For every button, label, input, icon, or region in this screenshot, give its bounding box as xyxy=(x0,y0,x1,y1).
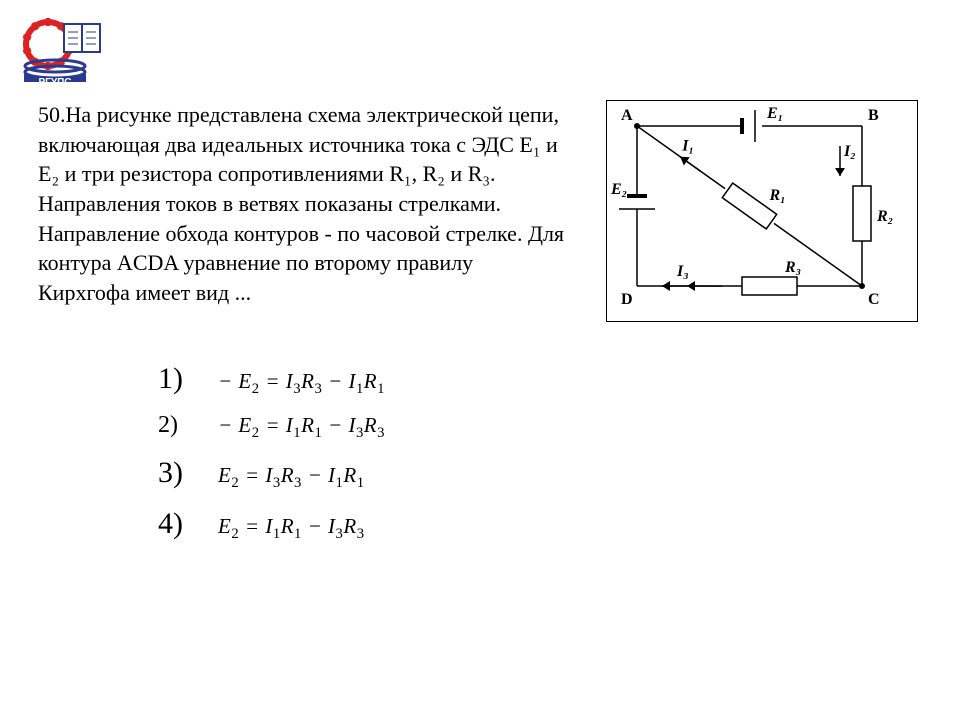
svg-text:I₁: I₁ xyxy=(681,138,694,155)
option-row: 3)E2 = I3R3 − I1R1 xyxy=(158,456,922,492)
svg-text:E₂: E₂ xyxy=(610,181,627,198)
option-number: 2) xyxy=(158,412,218,439)
option-number: 4) xyxy=(158,507,218,541)
svg-text:I₃: I₃ xyxy=(676,263,689,280)
svg-text:R₂: R₂ xyxy=(876,208,893,225)
option-equation: E2 = I3R3 − I1R1 xyxy=(218,463,365,492)
problem-body: На рисунке представлена схема электричес… xyxy=(38,102,564,305)
problem-number: 50. xyxy=(38,102,66,127)
option-row: 4)E2 = I1R1 − I3R3 xyxy=(158,507,922,543)
answer-options: 1)− E2 = I3R3 − I1R12)− E2 = I1R1 − I3R3… xyxy=(158,362,922,543)
problem-text: 50.На рисунке представлена схема электри… xyxy=(38,100,568,322)
svg-text:D: D xyxy=(621,291,633,308)
svg-text:РГУПС: РГУПС xyxy=(39,77,72,82)
option-row: 2)− E2 = I1R1 − I3R3 xyxy=(158,412,922,442)
svg-text:A: A xyxy=(621,107,633,124)
option-equation: − E2 = I3R3 − I1R1 xyxy=(218,369,385,398)
page-content: 50.На рисунке представлена схема электри… xyxy=(38,100,922,557)
svg-text:I₂: I₂ xyxy=(843,143,856,160)
svg-text:R₁: R₁ xyxy=(769,187,786,204)
option-row: 1)− E2 = I3R3 − I1R1 xyxy=(158,362,922,398)
university-logo: РГУПС xyxy=(20,12,110,82)
option-equation: E2 = I1R1 − I3R3 xyxy=(218,514,365,543)
svg-text:B: B xyxy=(868,107,879,124)
circuit-diagram: E₁ R₂ I₂ R₃ I₃ E₂ A B C D R₁ I₁ xyxy=(606,100,918,322)
svg-text:E₁: E₁ xyxy=(766,105,783,122)
svg-text:R₃: R₃ xyxy=(784,259,801,276)
option-number: 3) xyxy=(158,456,218,490)
option-number: 1) xyxy=(158,362,218,396)
svg-text:C: C xyxy=(868,291,880,308)
option-equation: − E2 = I1R1 − I3R3 xyxy=(218,413,385,442)
